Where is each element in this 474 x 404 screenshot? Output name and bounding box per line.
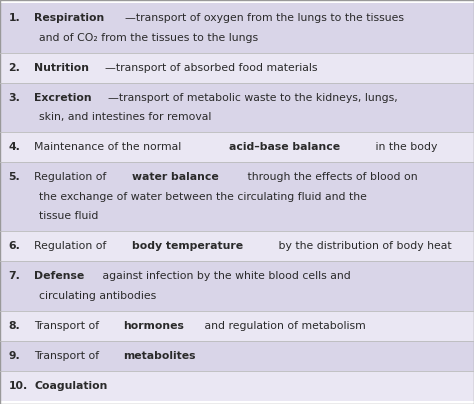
Text: Transport of: Transport of	[34, 351, 103, 361]
Text: Excretion: Excretion	[34, 93, 92, 103]
Text: 7.: 7.	[9, 271, 20, 281]
Text: Maintenance of the normal: Maintenance of the normal	[34, 142, 185, 152]
Text: acid–base balance: acid–base balance	[228, 142, 340, 152]
Text: —transport of absorbed food materials: —transport of absorbed food materials	[105, 63, 318, 73]
Bar	[0, 371, 474, 401]
Bar	[0, 83, 474, 132]
Text: skin, and intestines for removal: skin, and intestines for removal	[39, 112, 211, 122]
Text: Regulation of: Regulation of	[34, 241, 110, 251]
Text: 9.: 9.	[9, 351, 20, 361]
Text: —transport of metabolic waste to the kidneys, lungs,: —transport of metabolic waste to the kid…	[109, 93, 398, 103]
Text: tissue fluid: tissue fluid	[39, 211, 98, 221]
Text: hormones: hormones	[123, 321, 183, 331]
Text: Regulation of: Regulation of	[34, 172, 110, 182]
Text: Respiration: Respiration	[34, 13, 104, 23]
Text: body temperature: body temperature	[132, 241, 243, 251]
Text: 4.: 4.	[9, 142, 20, 152]
Text: 6.: 6.	[9, 241, 20, 251]
Text: 5.: 5.	[9, 172, 20, 182]
Bar	[0, 132, 474, 162]
Text: 8.: 8.	[9, 321, 20, 331]
Bar	[0, 3, 474, 53]
Text: —transport of oxygen from the lungs to the tissues: —transport of oxygen from the lungs to t…	[125, 13, 404, 23]
Text: Defense: Defense	[34, 271, 84, 281]
Bar	[0, 231, 474, 261]
Text: through the effects of blood on: through the effects of blood on	[244, 172, 418, 182]
Bar	[0, 261, 474, 311]
Text: the exchange of water between the circulating fluid and the: the exchange of water between the circul…	[39, 192, 367, 202]
Text: circulating antibodies: circulating antibodies	[39, 291, 156, 301]
Text: against infection by the white blood cells and: against infection by the white blood cel…	[99, 271, 351, 281]
Text: Coagulation: Coagulation	[34, 381, 108, 391]
Text: 2.: 2.	[9, 63, 20, 73]
Text: and regulation of metabolism: and regulation of metabolism	[201, 321, 366, 331]
Text: and of CO₂ from the tissues to the lungs: and of CO₂ from the tissues to the lungs	[39, 33, 258, 43]
Text: by the distribution of body heat: by the distribution of body heat	[275, 241, 452, 251]
Bar	[0, 162, 474, 231]
Text: metabolites: metabolites	[123, 351, 195, 361]
Bar	[0, 341, 474, 371]
Text: water balance: water balance	[132, 172, 219, 182]
Text: 10.: 10.	[9, 381, 28, 391]
Text: 3.: 3.	[9, 93, 20, 103]
Text: Nutrition: Nutrition	[34, 63, 89, 73]
Bar	[0, 311, 474, 341]
Text: in the body: in the body	[372, 142, 438, 152]
Text: Transport of: Transport of	[34, 321, 103, 331]
Text: 1.: 1.	[9, 13, 20, 23]
Bar	[0, 53, 474, 83]
